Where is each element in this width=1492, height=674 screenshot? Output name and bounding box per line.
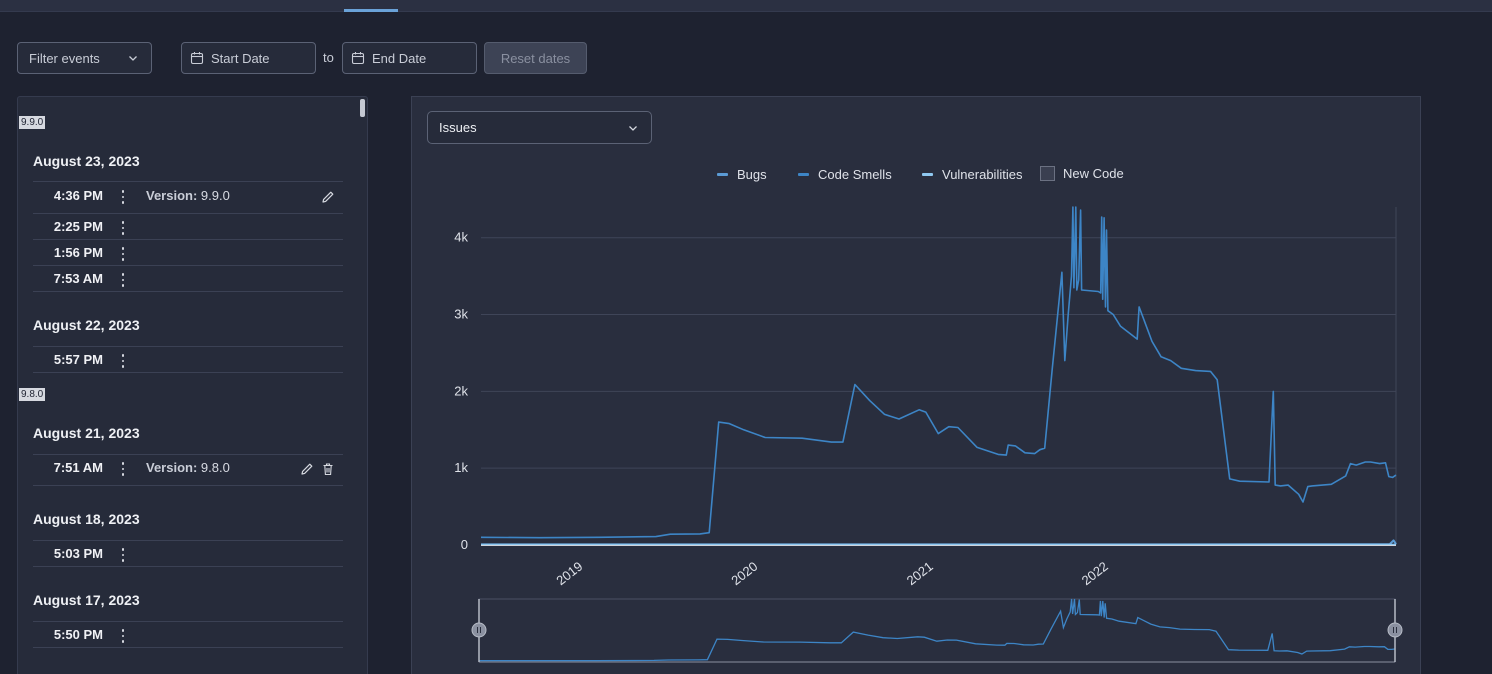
legend-swatch (717, 173, 728, 176)
y-tick-label: 0 (461, 537, 468, 552)
filter-events-select[interactable]: Filter events (17, 42, 152, 74)
more-options-icon[interactable] (120, 273, 126, 287)
event-time: 5:57 PM (53, 352, 103, 367)
event-version: Version: 9.9.0 (146, 188, 230, 203)
events-list-panel[interactable]: 9.9.0 August 23, 2023 4:36 PM Version: 9… (17, 96, 368, 674)
start-date-placeholder: Start Date (211, 50, 270, 66)
reset-dates-button[interactable]: Reset dates (484, 42, 587, 74)
event-time: 5:50 PM (53, 627, 103, 642)
version-badge: 9.9.0 (19, 116, 46, 129)
x-tick-label: 2021 (904, 559, 936, 589)
event-time: 7:51 AM (53, 460, 103, 475)
reset-dates-label: Reset dates (500, 50, 571, 66)
event-date-heading: August 23, 2023 (33, 153, 140, 169)
event-time: 5:03 PM (53, 546, 103, 561)
event-version: Version: 9.8.0 (146, 460, 230, 475)
active-tab-indicator (344, 9, 398, 12)
y-tick-label: 1k (454, 460, 468, 475)
zoom-handle-right[interactable] (1387, 622, 1403, 638)
end-date-input[interactable]: End Date (342, 42, 477, 74)
event-time: 2:25 PM (53, 219, 103, 234)
event-row[interactable]: 5:57 PM (33, 346, 343, 373)
version-label: Version: (146, 460, 198, 475)
calendar-icon (351, 51, 365, 65)
x-tick-label: 2020 (728, 559, 760, 589)
zoom-series-line (479, 598, 1396, 662)
more-options-icon[interactable] (120, 354, 126, 368)
filter-events-label: Filter events (29, 50, 100, 66)
legend-item-new-code[interactable]: New Code (1040, 166, 1124, 181)
event-time: 1:56 PM (53, 245, 103, 260)
version-label: Version: (146, 188, 198, 203)
delete-trash-icon[interactable] (321, 462, 335, 476)
chart-legend: Bugs Code Smells Vulnerabilities New Cod… (412, 166, 1422, 185)
edit-pencil-icon[interactable] (300, 462, 314, 476)
legend-label: Code Smells (818, 167, 892, 182)
x-tick-label: 2022 (1079, 559, 1111, 589)
zoom-handle-left[interactable] (471, 622, 487, 638)
event-row[interactable]: 2:25 PM (33, 213, 343, 239)
legend-swatch (798, 173, 809, 176)
event-date-heading: August 18, 2023 (33, 511, 140, 527)
event-time: 7:53 AM (53, 271, 103, 286)
event-row[interactable]: 5:50 PM (33, 621, 343, 648)
edit-pencil-icon[interactable] (321, 190, 335, 204)
graph-type-select[interactable]: Issues (427, 111, 652, 144)
more-options-icon[interactable] (120, 548, 126, 562)
series-line-code-smells (480, 206, 1397, 539)
event-row[interactable]: 5:03 PM (33, 540, 343, 567)
legend-item-bugs[interactable]: Bugs (717, 167, 767, 182)
issues-line-chart: 0 1k 2k 3k 4k 2019 2020 2021 2022 (454, 206, 1403, 663)
legend-swatch (922, 173, 933, 176)
zoom-brush-area (478, 598, 1396, 663)
more-options-icon[interactable] (120, 629, 126, 643)
version-value: 9.8.0 (200, 460, 230, 475)
legend-item-vulnerabilities[interactable]: Vulnerabilities (922, 167, 1022, 182)
event-row[interactable]: 4:36 PM Version: 9.9.0 (33, 181, 343, 213)
new-code-checkbox[interactable] (1040, 166, 1055, 181)
top-navigation-bar (0, 0, 1492, 12)
legend-item-code-smells[interactable]: Code Smells (798, 167, 892, 182)
event-row[interactable]: 1:56 PM (33, 239, 343, 265)
event-row[interactable]: 7:53 AM (33, 265, 343, 292)
legend-label: New Code (1063, 166, 1124, 181)
more-options-icon[interactable] (120, 247, 126, 261)
chevron-down-icon (127, 52, 139, 67)
y-tick-label: 3k (454, 307, 468, 322)
more-options-icon[interactable] (120, 221, 126, 235)
more-options-icon[interactable] (120, 190, 126, 204)
event-row[interactable]: 7:51 AM Version: 9.8.0 (33, 454, 343, 486)
version-badge: 9.8.0 (19, 388, 46, 401)
start-date-input[interactable]: Start Date (181, 42, 316, 74)
date-range-separator: to (323, 50, 334, 65)
event-time: 4:36 PM (53, 188, 103, 203)
activity-graph-panel: Issues Bugs Code Smells Vulnerabilities … (411, 96, 1421, 674)
chevron-down-icon (627, 122, 639, 137)
legend-label: Vulnerabilities (942, 167, 1023, 182)
calendar-icon (190, 51, 204, 65)
event-date-heading: August 17, 2023 (33, 592, 140, 608)
graph-type-value: Issues (439, 120, 477, 135)
event-date-heading: August 21, 2023 (33, 425, 140, 441)
end-date-placeholder: End Date (372, 50, 427, 66)
events-scrollbar-thumb[interactable] (360, 99, 365, 117)
legend-label: Bugs (737, 167, 767, 182)
y-tick-label: 2k (454, 383, 468, 398)
y-tick-label: 4k (454, 230, 468, 245)
event-date-heading: August 22, 2023 (33, 317, 140, 333)
more-options-icon[interactable] (120, 462, 126, 476)
version-value: 9.9.0 (200, 188, 230, 203)
x-tick-label: 2019 (553, 559, 585, 589)
